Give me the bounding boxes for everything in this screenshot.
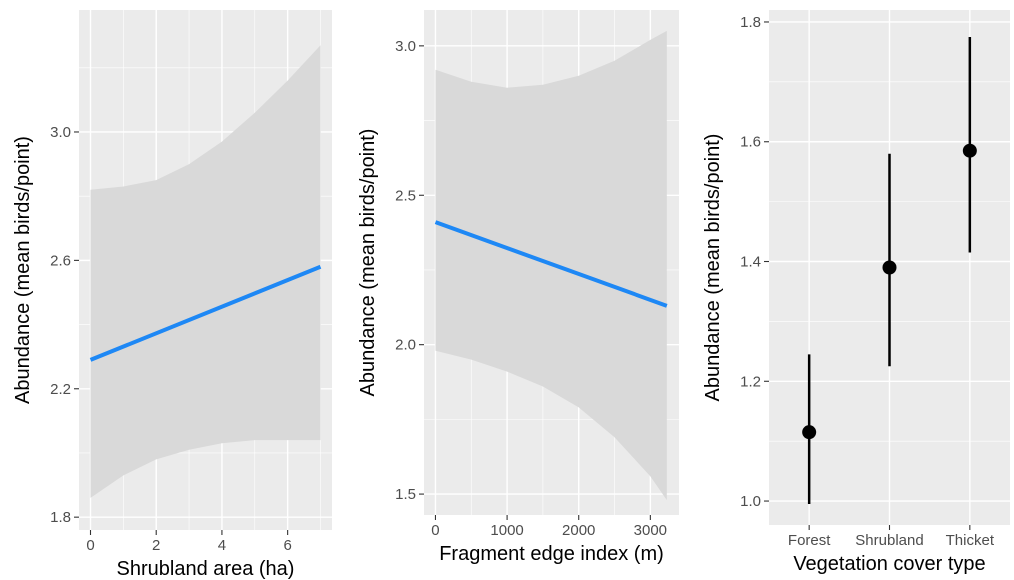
y-tick-label: 1.2 bbox=[740, 373, 761, 390]
x-tick-label: 2000 bbox=[562, 522, 595, 539]
y-tick-label: 2.6 bbox=[50, 252, 71, 269]
x-tick-label: 6 bbox=[283, 537, 291, 554]
x-tick-label: 2 bbox=[152, 537, 160, 554]
x-tick-label: 4 bbox=[218, 537, 226, 554]
x-tick-label: Shrubland bbox=[855, 532, 923, 549]
x-tick-label: 0 bbox=[431, 522, 439, 539]
y-axis-title: Abundance (mean birds/point) bbox=[357, 129, 379, 397]
y-axis-title: Abundance (mean birds/point) bbox=[12, 136, 34, 404]
x-axis-title: Fragment edge index (m) bbox=[439, 543, 664, 565]
confidence-ribbon bbox=[90, 45, 321, 498]
x-tick-label: 3000 bbox=[634, 522, 667, 539]
y-tick-label: 2.0 bbox=[395, 337, 416, 354]
y-tick-label: 3.0 bbox=[395, 38, 416, 55]
y-tick-label: 2.5 bbox=[395, 187, 416, 204]
y-tick-label: 3.0 bbox=[50, 124, 71, 141]
panel-shrubland-area: 1.8 2.2 2.6 3.0 0 2 4 6 Shrubland area (ha) Abund… bbox=[12, 10, 332, 580]
y-tick-label: 1.8 bbox=[50, 509, 71, 526]
y-tick-label: 1.8 bbox=[740, 14, 761, 31]
y-tick-label: 1.6 bbox=[740, 134, 761, 151]
x-tick-label: 0 bbox=[86, 537, 94, 554]
x-tick-label: Forest bbox=[788, 532, 831, 549]
x-tick-label: 1000 bbox=[490, 522, 523, 539]
panel-fragment-edge: 1.5 2.0 2.5 3.0 0 1000 2000 3000 Fragment edge i… bbox=[357, 10, 679, 565]
x-tick-label: Thicket bbox=[946, 532, 995, 549]
regression-line bbox=[434, 220, 668, 308]
x-axis-title: Vegetation cover type bbox=[793, 553, 985, 575]
regression-line bbox=[89, 264, 322, 362]
mean-point-forest bbox=[802, 425, 817, 440]
y-tick-label: 1.4 bbox=[740, 254, 761, 271]
y-axis-title: Abundance (mean birds/point) bbox=[702, 134, 724, 402]
y-tick-label: 1.0 bbox=[740, 493, 761, 510]
mean-point-shrubland bbox=[882, 260, 897, 275]
mean-point-thicket bbox=[962, 143, 977, 158]
x-axis-title: Shrubland area (ha) bbox=[117, 558, 295, 580]
panel-vegetation-cover: 1.0 1.2 1.4 1.6 1.8 Forest Shrubland Thicket Veg… bbox=[702, 10, 1010, 575]
y-tick-label: 2.2 bbox=[50, 381, 71, 398]
y-tick-label: 1.5 bbox=[395, 486, 416, 503]
